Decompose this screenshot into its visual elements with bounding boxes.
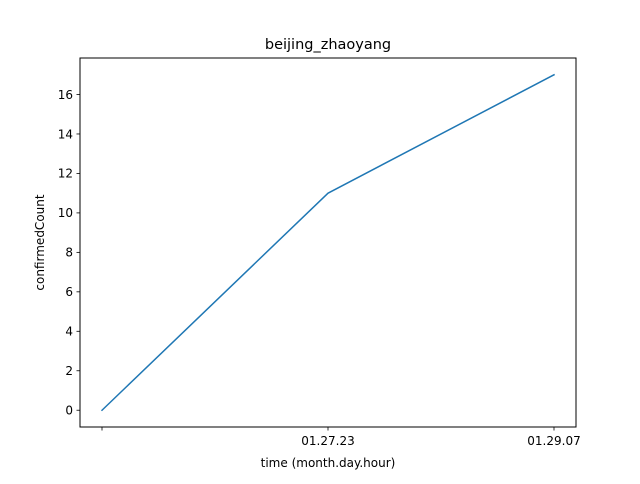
plot-layer [100, 73, 556, 412]
y-tick-label: 10 [58, 206, 73, 220]
y-tick-label: 4 [65, 325, 73, 339]
x-tick-label: 01.29.07 [527, 434, 580, 448]
chart-title: beijing_zhaoyang [265, 37, 391, 53]
series-line [100, 73, 556, 412]
x-tick-label: 01.27.23 [301, 434, 354, 448]
y-tick-label: 6 [65, 285, 73, 299]
y-tick-label: 14 [58, 127, 73, 141]
x-axis-label: time (month.day.hour) [261, 456, 396, 470]
y-tick-label: 8 [65, 246, 73, 260]
y-axis-label: confirmedCount [33, 194, 47, 290]
y-tick-label: 16 [58, 88, 73, 102]
y-tick-label: 2 [65, 364, 73, 378]
y-tick-label: 12 [58, 167, 73, 181]
y-tick-label: 0 [65, 404, 73, 418]
